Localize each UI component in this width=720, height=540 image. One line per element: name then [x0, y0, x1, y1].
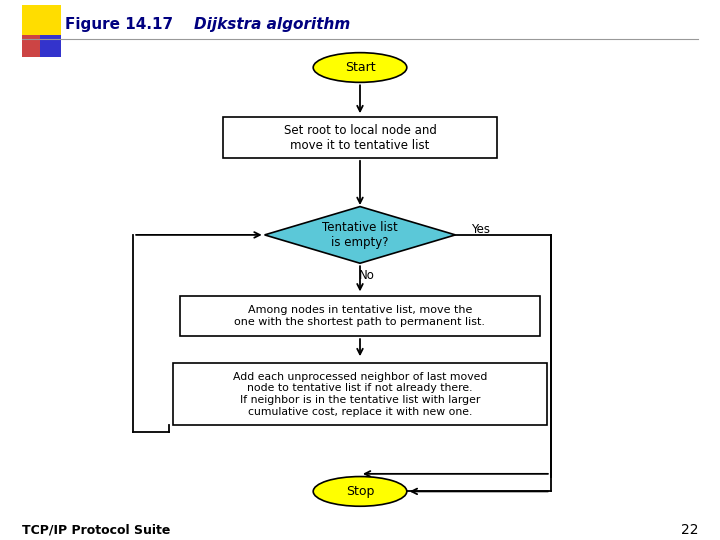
Text: Stop: Stop	[346, 485, 374, 498]
Polygon shape	[265, 206, 456, 263]
Text: Add each unprocessed neighbor of last moved
node to tentative list if not alread: Add each unprocessed neighbor of last mo…	[233, 372, 487, 416]
Ellipse shape	[313, 52, 407, 82]
FancyBboxPatch shape	[223, 117, 497, 158]
Text: Set root to local node and
move it to tentative list: Set root to local node and move it to te…	[284, 124, 436, 152]
Ellipse shape	[313, 476, 407, 507]
Text: Figure 14.17: Figure 14.17	[65, 17, 173, 32]
Text: Dijkstra algorithm: Dijkstra algorithm	[194, 17, 351, 32]
Text: TCP/IP Protocol Suite: TCP/IP Protocol Suite	[22, 524, 170, 537]
Bar	[22, 35, 42, 57]
Text: Yes: Yes	[471, 223, 490, 236]
Bar	[22, 5, 61, 35]
Text: Among nodes in tentative list, move the
one with the shortest path to permanent : Among nodes in tentative list, move the …	[235, 305, 485, 327]
Text: No: No	[359, 268, 375, 282]
Text: Tentative list
is empty?: Tentative list is empty?	[322, 221, 398, 249]
FancyBboxPatch shape	[180, 296, 540, 336]
Text: Start: Start	[345, 61, 375, 74]
Text: 22: 22	[681, 523, 698, 537]
FancyBboxPatch shape	[173, 363, 547, 426]
Bar	[40, 35, 61, 57]
